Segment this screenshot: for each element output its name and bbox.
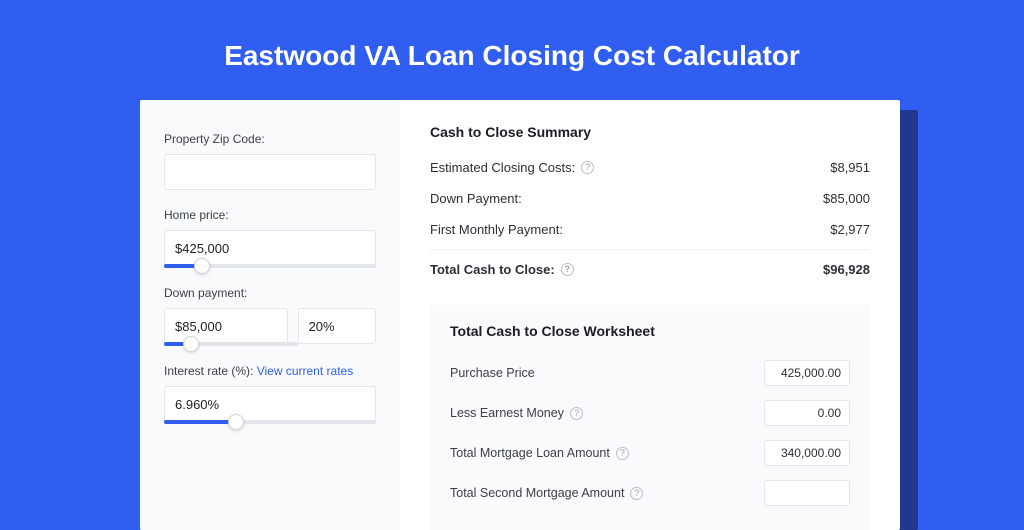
help-icon[interactable]: ? — [616, 447, 629, 460]
ws-purchase-label: Purchase Price — [450, 366, 535, 380]
ws-total-mortgage-label: Total Mortgage Loan Amount — [450, 446, 610, 460]
down-payment-field-group: Down payment: — [164, 286, 376, 346]
ws-second-mortgage-value[interactable] — [764, 480, 850, 506]
summary-section: Cash to Close Summary Estimated Closing … — [430, 124, 870, 285]
help-icon[interactable]: ? — [581, 161, 594, 174]
down-payment-slider[interactable] — [164, 342, 298, 346]
interest-rate-label-text: Interest rate (%): — [164, 364, 253, 378]
ws-row-earnest: Less Earnest Money ? 0.00 — [450, 393, 850, 433]
summary-down-label: Down Payment: — [430, 191, 522, 206]
ws-row-purchase: Purchase Price 425,000.00 — [450, 353, 850, 393]
home-price-slider[interactable] — [164, 264, 376, 268]
worksheet-section: Total Cash to Close Worksheet Purchase P… — [430, 305, 870, 530]
zip-field-group: Property Zip Code: — [164, 132, 376, 190]
summary-total-value: $96,928 — [823, 262, 870, 277]
help-icon[interactable]: ? — [561, 263, 574, 276]
ws-earnest-label: Less Earnest Money — [450, 406, 564, 420]
home-price-slider-knob[interactable] — [194, 258, 210, 274]
summary-row-first-payment: First Monthly Payment: $2,977 — [430, 214, 870, 245]
summary-closing-value: $8,951 — [830, 160, 870, 175]
interest-rate-input[interactable] — [164, 386, 376, 422]
ws-purchase-value[interactable]: 425,000.00 — [764, 360, 850, 386]
inputs-panel: Property Zip Code: Home price: Down paym… — [140, 100, 400, 530]
down-payment-label: Down payment: — [164, 286, 376, 300]
down-payment-amount-input[interactable] — [164, 308, 288, 344]
summary-row-closing: Estimated Closing Costs: ? $8,951 — [430, 152, 870, 183]
help-icon[interactable]: ? — [570, 407, 583, 420]
calculator-card: Property Zip Code: Home price: Down paym… — [140, 100, 900, 530]
summary-first-label: First Monthly Payment: — [430, 222, 563, 237]
interest-rate-slider-fill — [164, 420, 236, 424]
worksheet-heading: Total Cash to Close Worksheet — [450, 323, 850, 339]
summary-down-value: $85,000 — [823, 191, 870, 206]
ws-row-second-mortgage: Total Second Mortgage Amount ? — [450, 473, 850, 513]
page-title: Eastwood VA Loan Closing Cost Calculator — [0, 40, 1024, 72]
home-price-field-group: Home price: — [164, 208, 376, 268]
view-rates-link[interactable]: View current rates — [257, 364, 354, 378]
results-panel: Cash to Close Summary Estimated Closing … — [400, 100, 900, 530]
summary-heading: Cash to Close Summary — [430, 124, 870, 140]
interest-rate-slider[interactable] — [164, 420, 376, 424]
interest-rate-label: Interest rate (%): View current rates — [164, 364, 376, 378]
interest-rate-slider-knob[interactable] — [228, 414, 244, 430]
help-icon[interactable]: ? — [630, 487, 643, 500]
ws-total-mortgage-value[interactable]: 340,000.00 — [764, 440, 850, 466]
zip-input[interactable] — [164, 154, 376, 190]
summary-row-total: Total Cash to Close: ? $96,928 — [430, 249, 870, 285]
summary-closing-label: Estimated Closing Costs: — [430, 160, 575, 175]
ws-earnest-value[interactable]: 0.00 — [764, 400, 850, 426]
summary-total-label: Total Cash to Close: — [430, 262, 555, 277]
summary-row-down: Down Payment: $85,000 — [430, 183, 870, 214]
summary-first-value: $2,977 — [830, 222, 870, 237]
down-payment-slider-knob[interactable] — [183, 336, 199, 352]
zip-label: Property Zip Code: — [164, 132, 376, 146]
ws-row-total-mortgage: Total Mortgage Loan Amount ? 340,000.00 — [450, 433, 850, 473]
ws-second-mortgage-label: Total Second Mortgage Amount — [450, 486, 624, 500]
home-price-label: Home price: — [164, 208, 376, 222]
interest-rate-field-group: Interest rate (%): View current rates — [164, 364, 376, 424]
down-payment-percent-input[interactable] — [298, 308, 376, 344]
